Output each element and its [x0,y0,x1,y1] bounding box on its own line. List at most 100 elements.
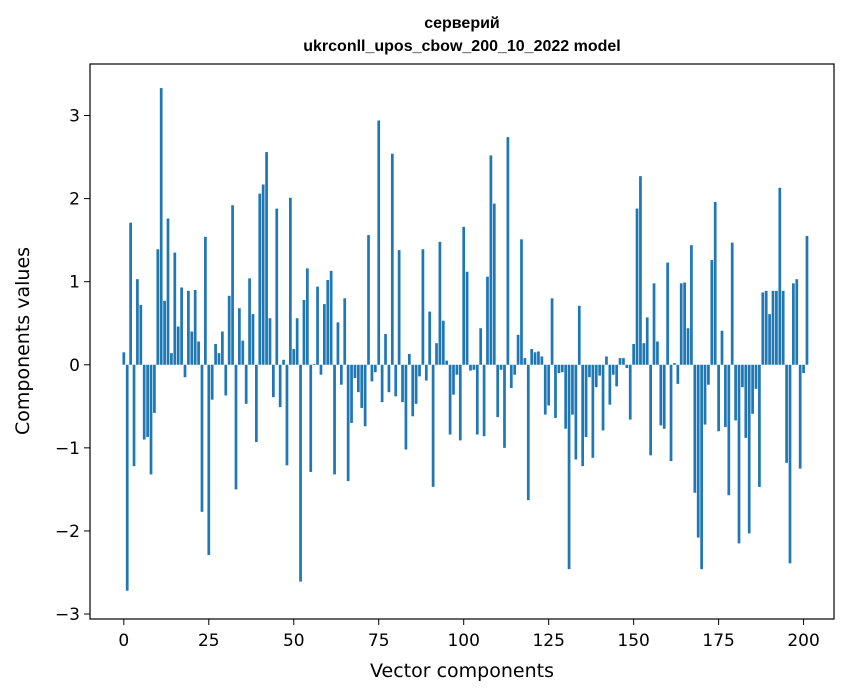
bar [180,287,183,365]
bar [238,308,241,365]
bar [639,176,642,365]
bar [516,334,520,365]
bar [356,364,360,393]
bar [380,364,384,403]
bar [798,364,802,469]
bar [397,250,401,365]
bar [594,364,598,388]
bar [170,353,173,365]
bar [166,218,170,365]
bar [673,363,676,365]
bar [571,364,574,415]
bar [285,364,289,466]
bar [350,364,353,423]
bar [221,331,224,365]
bar [132,364,136,467]
bar [401,364,404,403]
bar [696,364,700,538]
bar [530,348,534,365]
y-axis-label: Components values [12,247,34,435]
bar [278,364,282,408]
plot-area-frame [89,63,835,620]
bar [533,352,537,365]
bar [781,290,785,365]
bar [363,364,367,427]
bar [163,300,166,365]
bar [758,364,761,487]
bar [129,222,132,365]
bar [710,260,714,365]
bar [197,341,200,365]
bar [584,364,588,438]
bar [737,364,741,544]
bar [564,364,568,429]
bar [577,305,581,365]
chart-title-line2: ukrconll_upos_cbow_200_10_2022 model [303,38,620,55]
bar [768,314,771,365]
bar [193,289,197,365]
bar [231,205,234,365]
bar [666,262,669,365]
bar [792,283,795,365]
bar [520,239,523,365]
bar [411,364,415,417]
bar [441,320,445,365]
bar [339,364,343,385]
x-tick-label: 175 [702,631,734,651]
y-tick-label: −3 [55,605,80,625]
bar [136,279,139,365]
bar [319,364,323,375]
bar [421,249,425,365]
bar [394,364,398,397]
bar [312,363,316,365]
bar [649,364,652,456]
bar [431,364,435,487]
bar [690,245,693,365]
bar [802,364,805,374]
bar [343,298,347,365]
bar [424,364,428,381]
bar [703,364,707,425]
bar [795,279,799,365]
bar [295,318,299,365]
bar [336,322,340,365]
bar [751,364,754,414]
bar [159,88,163,365]
bar [788,364,792,564]
chart-title-line1: серверий [424,15,500,32]
bar [261,184,265,365]
bar [557,364,561,374]
y-axis-ticks: −3 −2 −1 0 1 2 3 [55,107,90,625]
bar [707,364,710,385]
bar [210,364,214,400]
bar [509,364,513,389]
bar [615,364,619,387]
bar [305,268,309,365]
bar [190,331,194,365]
bar [805,235,809,365]
y-tick-label: 3 [69,107,80,127]
x-tick-label: 50 [283,631,305,651]
bar [506,137,510,365]
bar [754,364,758,389]
bar [428,311,432,365]
x-tick-label: 75 [368,631,390,651]
bar [173,252,177,365]
bar [492,203,496,365]
y-tick-label: 2 [69,190,80,210]
x-axis-ticks: 0 25 50 75 100 125 150 175 200 [118,619,820,651]
bar [462,226,466,365]
x-tick-label: 125 [532,631,564,651]
bar [316,286,319,365]
bar [407,353,411,365]
bar [598,364,602,376]
bar [591,364,595,458]
bar [472,364,476,370]
bar [679,283,683,365]
bar [373,364,377,373]
bar [724,364,727,428]
bar [465,271,469,365]
bar [384,334,387,365]
bar [156,249,160,365]
